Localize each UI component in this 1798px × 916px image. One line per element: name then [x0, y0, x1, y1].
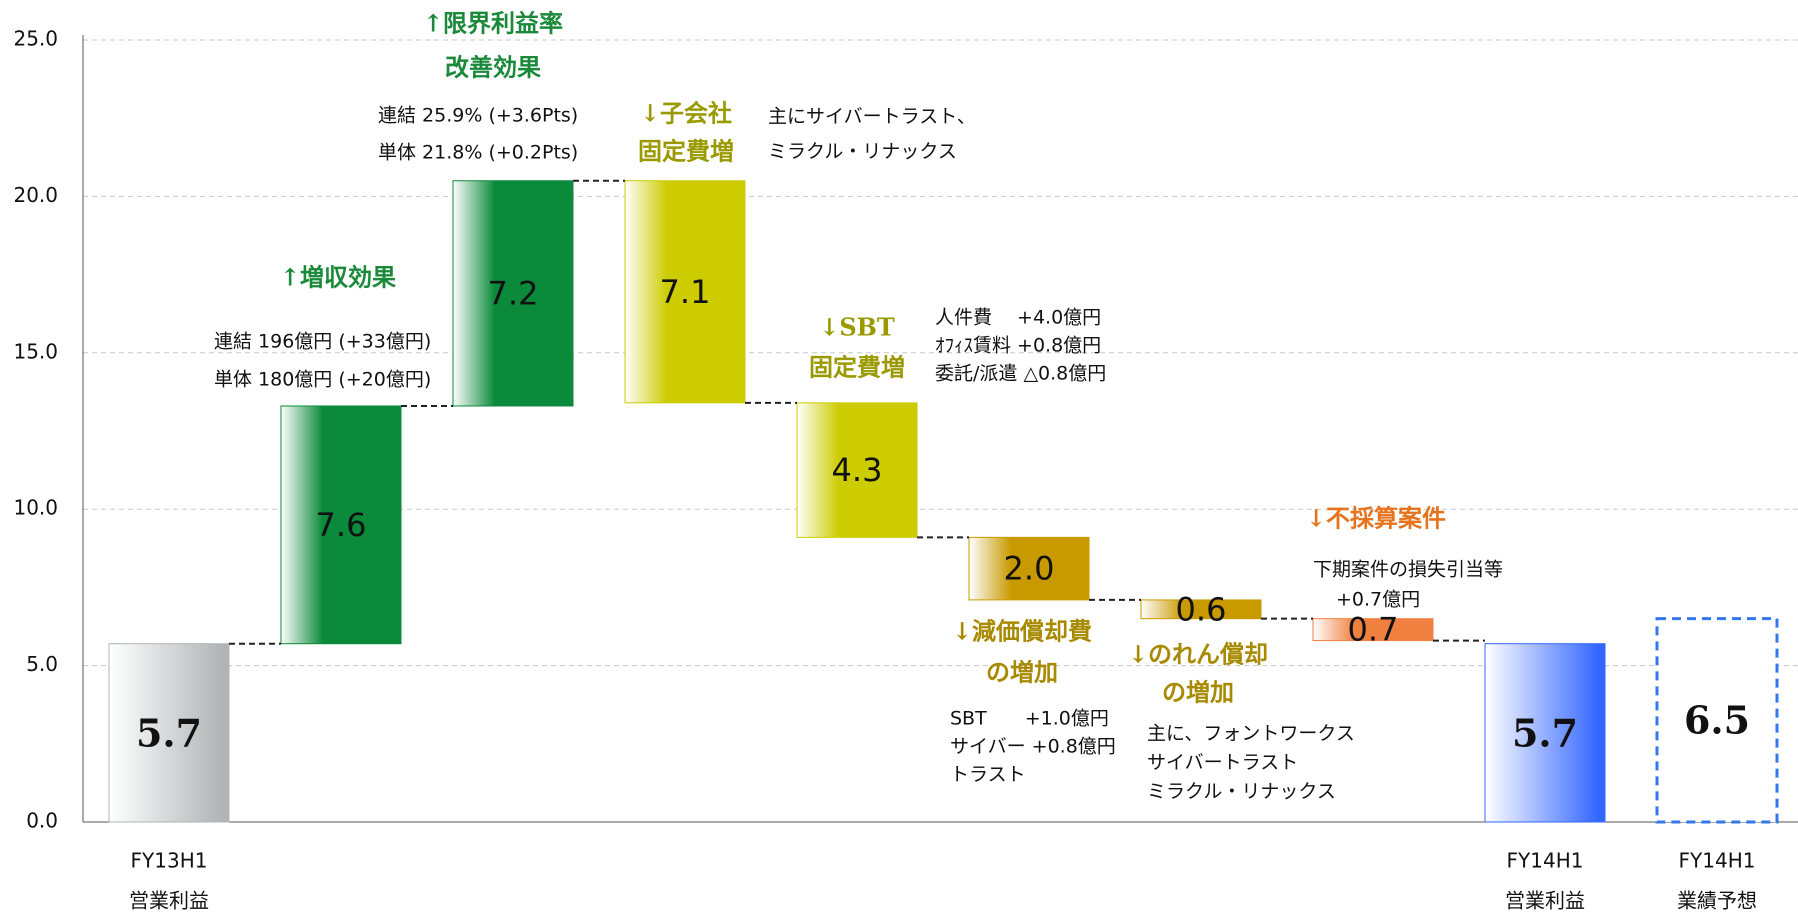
bar — [1655, 617, 1779, 824]
x-tick-label: 営業利益 — [129, 889, 209, 913]
bar — [968, 536, 1090, 601]
value-label: 0.6 — [1176, 590, 1227, 628]
y-tick-label: 15.0 — [13, 339, 58, 363]
bar — [1312, 618, 1434, 642]
y-tick-label: 10.0 — [13, 496, 58, 520]
annotation: 委託/派遣 △0.8億円 — [935, 363, 1106, 385]
value-label: 4.3 — [832, 451, 883, 489]
y-tick-label: 25.0 — [13, 27, 58, 51]
y-tick-label: 5.0 — [26, 652, 58, 676]
x-tick-label: 業績予想 — [1677, 889, 1757, 913]
annotation: ↓減価償却費 — [952, 617, 1092, 646]
annotation: 主に、フォントワークス — [1147, 723, 1355, 745]
bar — [624, 180, 746, 404]
annotation: 単体 180億円 (+20億円) — [214, 369, 431, 391]
annotation: 単体 21.8% (+0.2Pts) — [378, 142, 578, 164]
annotation: ｵﾌｨｽ賃料 +0.8億円 — [935, 335, 1101, 357]
value-label: 7.1 — [660, 273, 711, 311]
annotation: 連結 25.9% (+3.6Pts) — [378, 105, 578, 127]
value-label: 0.7 — [1348, 611, 1399, 649]
bar — [1484, 643, 1606, 823]
bar — [1140, 599, 1262, 620]
bar — [796, 402, 918, 538]
bar — [108, 643, 230, 823]
annotation: ↑限界利益率 — [423, 9, 563, 38]
annotation: ↓不採算案件 — [1306, 504, 1446, 533]
annotation: ミラクル・リナックス — [1147, 781, 1336, 803]
value-label: 6.5 — [1684, 698, 1750, 743]
annotation: 改善効果 — [445, 53, 541, 82]
annotation: サイバートラスト — [1147, 752, 1298, 774]
x-tick-label: FY14H1 — [1507, 849, 1584, 873]
value-label: 5.7 — [1512, 711, 1578, 756]
annotation: ミラクル・リナックス — [768, 141, 957, 163]
annotation: トラスト — [950, 764, 1026, 786]
value-label: 2.0 — [1004, 550, 1055, 588]
annotation: 主にサイバートラスト、 — [768, 106, 976, 128]
y-tick-label: 0.0 — [26, 809, 58, 833]
annotation: ↑増収効果 — [280, 263, 396, 292]
x-tick-label: 営業利益 — [1505, 889, 1585, 913]
annotation: +0.7億円 — [1336, 589, 1420, 611]
value-label: 7.6 — [316, 506, 367, 544]
x-tick-label: FY13H1 — [131, 849, 208, 873]
value-label: 5.7 — [136, 711, 202, 756]
bar — [280, 405, 402, 645]
annotation: 固定費増 — [809, 353, 905, 382]
value-label: 7.2 — [488, 274, 539, 312]
annotation: 人件費 +4.0億円 — [935, 307, 1101, 329]
annotation: ↓のれん償却 — [1128, 640, 1268, 669]
x-tick-label: FY14H1 — [1679, 849, 1756, 873]
annotation: SBT +1.0億円 — [950, 708, 1109, 730]
annotation: 下期案件の損失引当等 — [1313, 559, 1503, 581]
annotation: の増加 — [986, 658, 1058, 687]
annotation: 連結 196億円 (+33億円) — [214, 331, 431, 353]
annotation: サイバー +0.8億円 — [950, 736, 1116, 758]
annotation: ↓子会社 — [640, 99, 732, 128]
bar — [452, 180, 574, 407]
y-tick-label: 20.0 — [13, 183, 58, 207]
annotation: ↓SBT — [819, 313, 895, 342]
annotation: 固定費増 — [638, 137, 734, 166]
annotation: の増加 — [1162, 678, 1234, 707]
